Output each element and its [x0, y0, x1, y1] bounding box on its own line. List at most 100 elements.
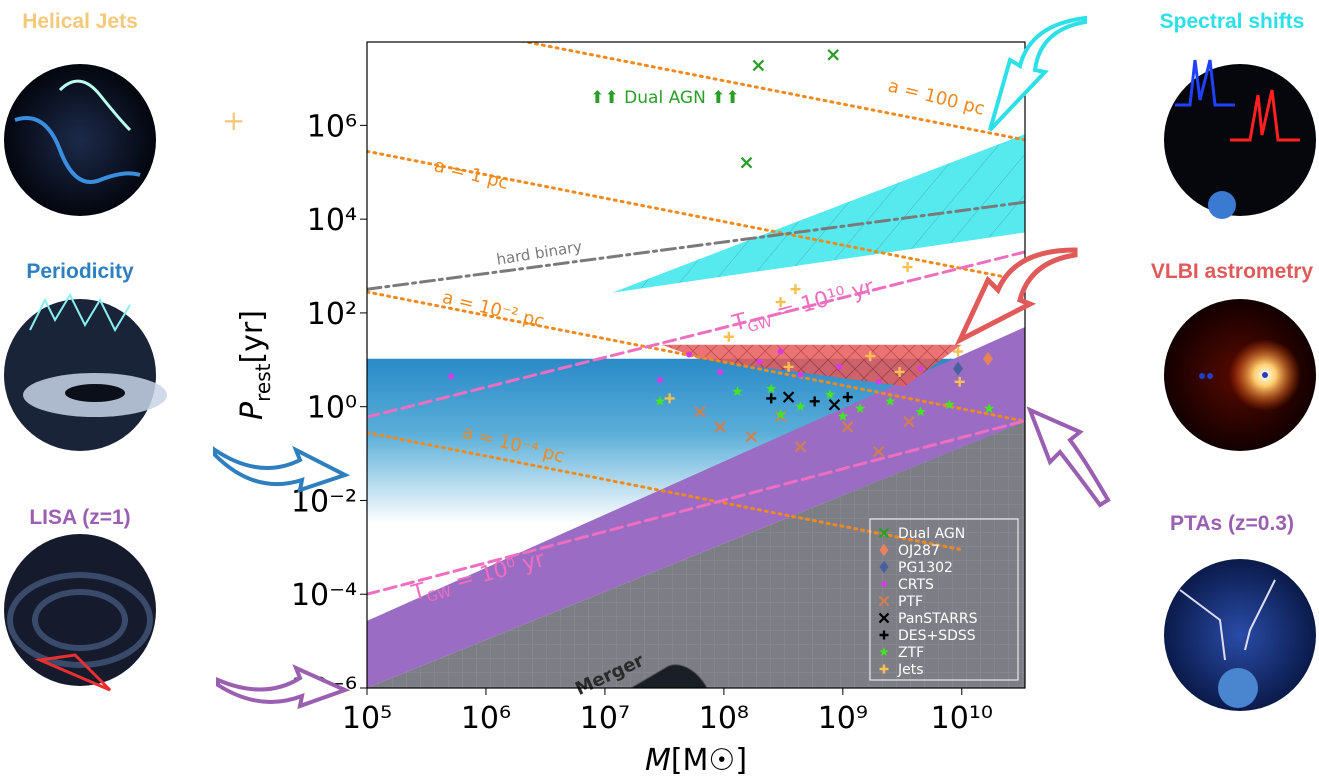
lightcurve-illustration — [29, 292, 131, 333]
x-axis-label: M[M☉] — [645, 743, 747, 778]
point — [752, 59, 765, 72]
earth — [1208, 191, 1236, 219]
line — [367, 431, 964, 552]
spectrum-illustration — [1230, 89, 1300, 142]
legend-label: CRTS — [898, 577, 934, 593]
panel-image — [4, 534, 156, 686]
point — [765, 383, 777, 394]
point — [794, 440, 807, 453]
plot-area: ⬆⬆ Dual AGN ⬆⬆ a = 100 pc a = 1 pc a = 1… — [235, 41, 1026, 778]
legend-label: PTF — [898, 594, 923, 610]
point — [745, 430, 758, 443]
legend-marker — [878, 595, 890, 607]
arrow — [954, 247, 1078, 346]
line — [367, 290, 1025, 423]
point — [842, 392, 853, 403]
annotation: ⬆⬆ Dual AGN ⬆⬆ — [590, 88, 739, 108]
point — [944, 399, 955, 410]
vlbi-dot — [1199, 373, 1205, 379]
point — [953, 361, 964, 376]
point — [775, 409, 786, 419]
y-tick-label: 10⁰ — [307, 391, 357, 426]
regions — [367, 134, 1025, 688]
earth — [1218, 668, 1258, 708]
tgw-symbol: T — [729, 309, 750, 337]
point — [740, 156, 753, 169]
y-symbol: P — [235, 401, 270, 420]
point — [775, 297, 786, 308]
legend-label: DES+SDSS — [898, 628, 976, 644]
line — [367, 149, 1025, 283]
point — [717, 368, 724, 375]
legend-box — [869, 518, 1019, 681]
panel-label: PTAs (z=0.3) — [1170, 512, 1294, 535]
point — [828, 398, 841, 411]
point — [902, 262, 913, 273]
point — [797, 371, 804, 378]
point — [884, 395, 896, 406]
x-unit: [M☉] — [671, 743, 747, 778]
panel-label: LISA (z=1) — [29, 506, 130, 529]
point — [854, 403, 866, 414]
y-tick-label: 10⁻⁴ — [291, 578, 357, 613]
side-panels: + Helical Jets Periodicity LISA (z=1) Sp… — [4, 10, 1316, 711]
line — [367, 419, 1025, 596]
arrow — [988, 15, 1087, 132]
point — [954, 376, 965, 387]
point — [824, 389, 836, 400]
legend-label: PanSTARRS — [898, 611, 978, 627]
point — [894, 366, 905, 377]
legend-label: OJ287 — [898, 543, 940, 559]
point — [903, 415, 915, 428]
legend-marker — [879, 543, 889, 557]
x-tick-label: 10¹⁰ — [931, 701, 993, 736]
point — [836, 363, 843, 370]
legend-label: Dual AGN — [898, 526, 965, 542]
point — [809, 396, 820, 407]
line — [367, 200, 1025, 291]
plot-frame — [366, 41, 1026, 689]
jet-illustration — [14, 116, 141, 184]
legend-label: PG1302 — [898, 560, 953, 576]
region — [367, 327, 1025, 688]
x-tick-label: 10⁵ — [342, 701, 392, 736]
point — [983, 403, 995, 414]
point — [782, 391, 795, 403]
x-symbol: M — [645, 743, 671, 778]
legend-label: ZTF — [898, 645, 924, 661]
y-tick-label: 10⁶ — [307, 109, 357, 144]
legend-marker — [878, 527, 890, 539]
region — [661, 344, 962, 387]
x-tick-label: 10⁸ — [699, 701, 749, 736]
region — [612, 134, 1025, 293]
point — [837, 410, 849, 421]
point — [654, 395, 666, 406]
legend-marker — [879, 664, 889, 674]
y-subscript: rest — [251, 363, 275, 402]
arrow — [1026, 406, 1111, 508]
y-unit: [yr] — [235, 310, 270, 364]
panel-image — [4, 64, 156, 216]
legend: Dual AGNOJ287PG1302CRTSPTFPanSTARRSDES+S… — [869, 518, 1019, 681]
point — [783, 361, 794, 372]
point — [865, 351, 876, 362]
legend-label: Jets — [897, 662, 924, 678]
point — [875, 378, 882, 385]
lines — [367, 42, 1025, 596]
point — [795, 401, 806, 412]
tgw-subscript: GW — [746, 314, 774, 336]
y-axis-label: Prest[yr] — [235, 310, 275, 420]
panel-label: Spectral shifts — [1160, 10, 1305, 33]
point — [656, 377, 663, 384]
x-tick-label: 10⁶ — [461, 701, 511, 736]
point — [790, 284, 801, 295]
vlbi-dot — [1262, 372, 1268, 378]
arrow — [213, 445, 351, 493]
x-tick-label: 10⁷ — [580, 701, 630, 736]
plus-icon: + — [222, 104, 245, 137]
legend-marker — [879, 560, 889, 574]
x-tick-label: 10⁹ — [818, 701, 868, 736]
arrow — [216, 664, 351, 710]
legend-marker — [879, 630, 889, 640]
line — [520, 42, 1025, 142]
